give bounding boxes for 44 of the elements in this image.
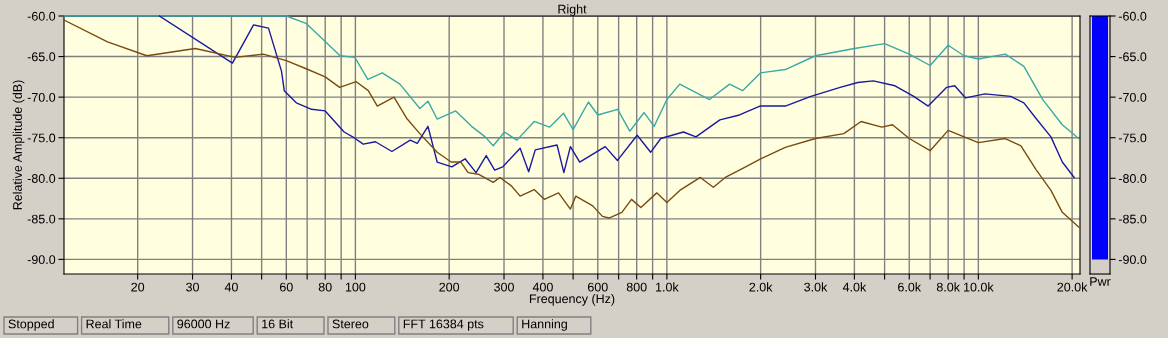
y-tick-label: -90.0	[1118, 255, 1147, 265]
y-tick-label: -60.0	[27, 11, 56, 21]
x-axis-title: Frequency (Hz)	[529, 293, 615, 306]
text: 16 Bit	[262, 319, 294, 329]
text: FFT 16384 pts	[403, 319, 484, 331]
chart-title: Right	[558, 4, 587, 16]
x-tick-label: 200	[439, 282, 460, 292]
x-tick-label: 2.0k	[749, 282, 773, 292]
x-tick-label: 300	[494, 282, 514, 292]
text: Hanning	[522, 319, 567, 331]
y-tick-label: -70.0	[1118, 92, 1147, 102]
x-tick-label: 10.0k	[964, 282, 994, 292]
y-tick-label: -80.0	[27, 174, 56, 183]
y-tick-label: -80.0	[1118, 174, 1147, 183]
x-tick-label: 1.0k	[656, 282, 679, 292]
x-tick-label: 400	[532, 282, 553, 292]
y-tick-label: -85.0	[1118, 214, 1147, 224]
x-tick-label: 60	[279, 282, 293, 292]
text: Real Time	[86, 319, 142, 329]
x-tick-label: 40	[224, 282, 238, 292]
y-tick-label: -85.0	[27, 214, 56, 224]
y-tick-label: -75.0	[1118, 133, 1147, 143]
x-tick-label: 800	[626, 282, 647, 292]
x-tick-label: 30	[186, 282, 199, 292]
y-tick-label: -65.0	[27, 52, 56, 62]
y-axis-title: Relative Amplitude (dB)	[12, 80, 25, 210]
y-tick-label: -75.0	[27, 133, 56, 143]
x-tick-label: 600	[587, 282, 608, 292]
x-tick-label: 20	[131, 282, 145, 292]
y-tick-label: -60.0	[1118, 11, 1147, 21]
x-tick-label: 3.0k	[804, 282, 828, 292]
x-tick-label: 100	[345, 282, 366, 292]
x-axis-title: Pwr	[1090, 277, 1111, 286]
x-tick-label: 80	[318, 282, 332, 292]
y-tick-label: -65.0	[1118, 52, 1147, 62]
text: Stereo	[332, 319, 369, 329]
x-tick-label: 8.0k	[936, 282, 960, 292]
x-tick-label: 20.0k	[1057, 282, 1088, 292]
text: 96000 Hz	[177, 319, 230, 329]
text: Stopped	[8, 319, 54, 331]
x-tick-label: 6.0k	[898, 282, 922, 292]
y-tick-label: -90.0	[27, 255, 56, 265]
x-tick-label: 4.0k	[842, 282, 867, 292]
y-tick-label: -70.0	[27, 92, 56, 102]
